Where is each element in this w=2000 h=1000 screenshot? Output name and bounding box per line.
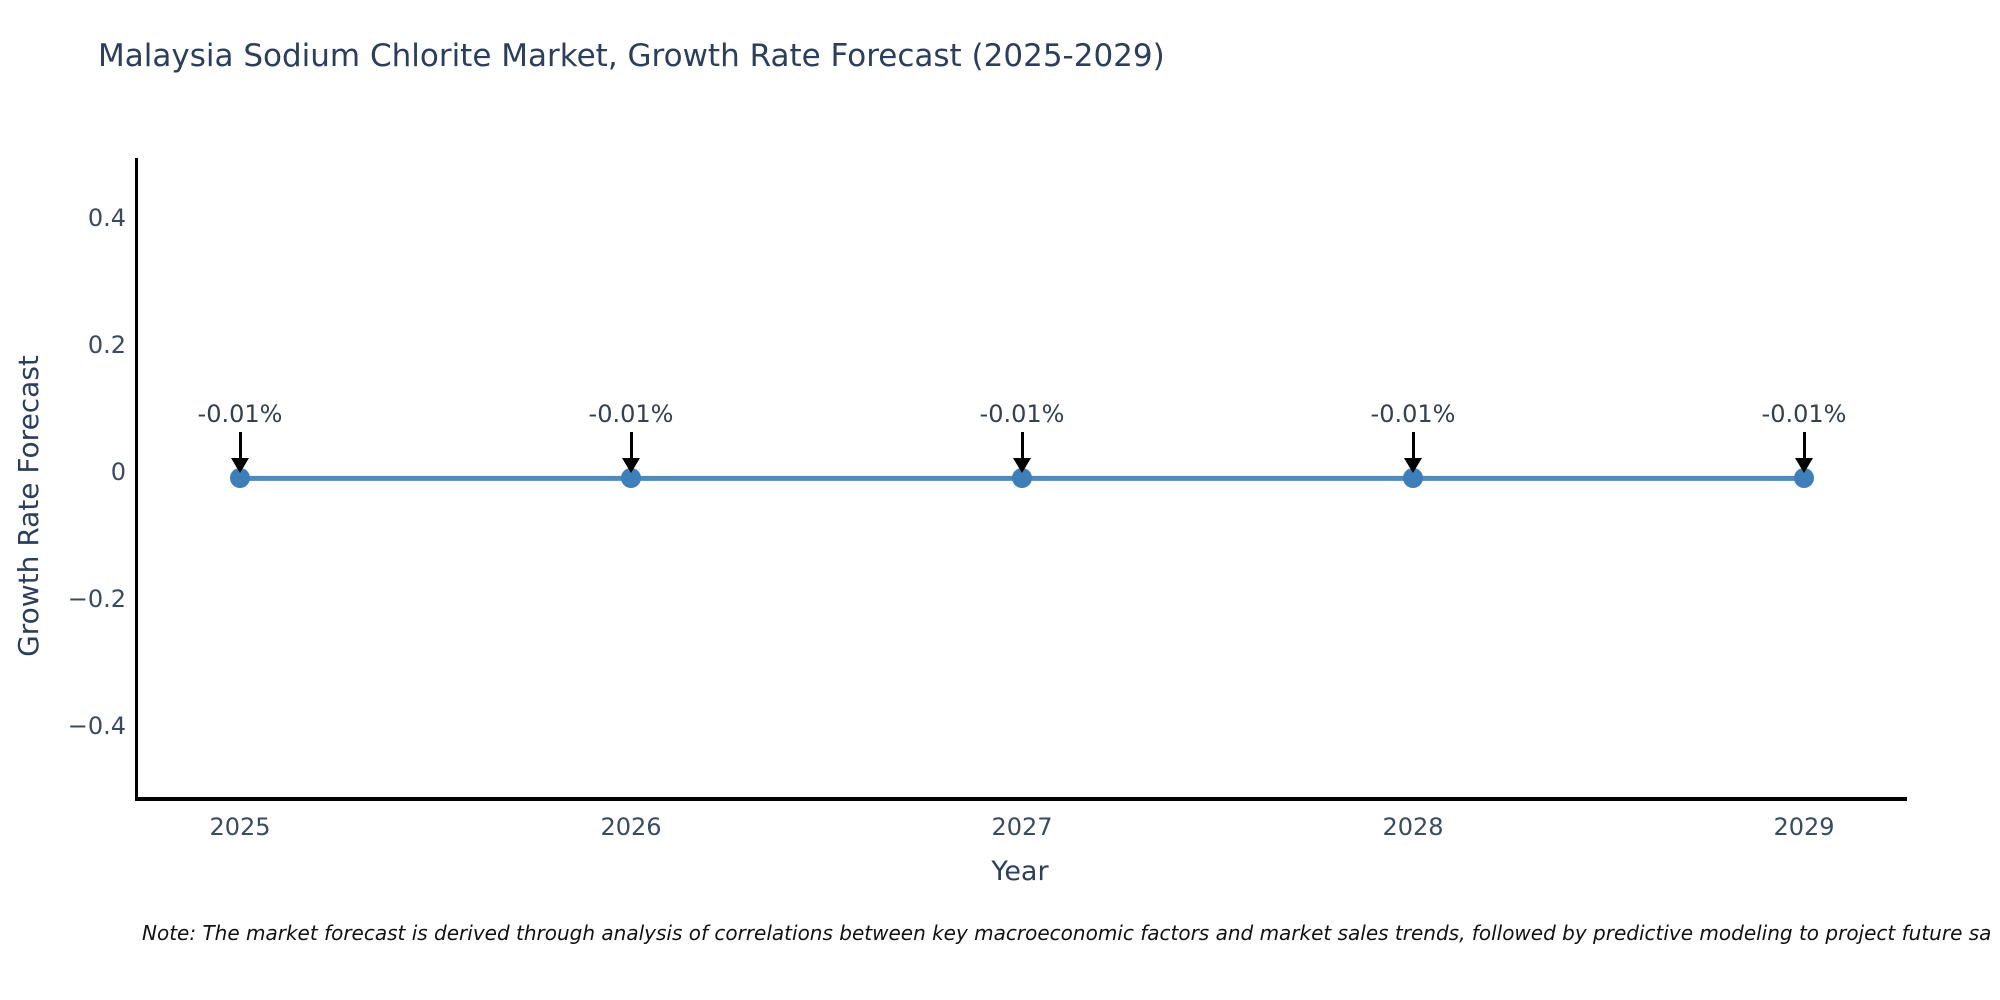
data-point-marker[interactable] bbox=[1403, 468, 1423, 489]
annotation-arrowhead-icon bbox=[231, 458, 249, 473]
data-point-marker[interactable] bbox=[1012, 468, 1032, 489]
data-point-marker[interactable] bbox=[230, 468, 250, 489]
footnote: Note: The market forecast is derived thr… bbox=[142, 921, 1992, 945]
x-tick-label: 2026 bbox=[600, 813, 662, 841]
y-tick-label: −0.2 bbox=[67, 584, 126, 613]
y-tick-label: 0.4 bbox=[87, 204, 126, 233]
annotation-arrow bbox=[1802, 432, 1806, 460]
data-point-marker[interactable] bbox=[1794, 468, 1814, 489]
data-point-marker[interactable] bbox=[621, 468, 641, 489]
point-annotation-label: -0.01% bbox=[588, 400, 674, 428]
point-annotation-label: -0.01% bbox=[1370, 400, 1456, 428]
point-annotation-label: -0.01% bbox=[197, 400, 283, 428]
annotation-arrowhead-icon bbox=[1795, 458, 1813, 473]
y-axis-line bbox=[135, 158, 138, 801]
x-tick-label: 2028 bbox=[1382, 813, 1444, 841]
annotation-arrowhead-icon bbox=[622, 458, 640, 473]
y-tick-label: 0 bbox=[110, 458, 126, 486]
point-annotation-label: -0.01% bbox=[1761, 400, 1847, 428]
x-axis-title: Year bbox=[991, 856, 1049, 887]
annotation-arrow bbox=[629, 432, 633, 460]
y-tick-label: −0.4 bbox=[67, 711, 126, 740]
x-tick-label: 2027 bbox=[991, 813, 1053, 841]
annotation-arrow bbox=[1411, 432, 1415, 460]
point-annotation-label: -0.01% bbox=[979, 400, 1065, 428]
y-tick-label: 0.2 bbox=[87, 331, 126, 360]
x-axis-line bbox=[135, 797, 1907, 801]
annotation-arrowhead-icon bbox=[1013, 458, 1031, 473]
x-tick-label: 2029 bbox=[1773, 813, 1835, 841]
annotation-arrowhead-icon bbox=[1404, 458, 1422, 473]
annotation-arrow bbox=[1020, 432, 1024, 460]
x-tick-label: 2025 bbox=[209, 813, 271, 841]
chart-title: Malaysia Sodium Chlorite Market, Growth … bbox=[98, 38, 1165, 74]
annotation-arrow bbox=[238, 432, 242, 460]
